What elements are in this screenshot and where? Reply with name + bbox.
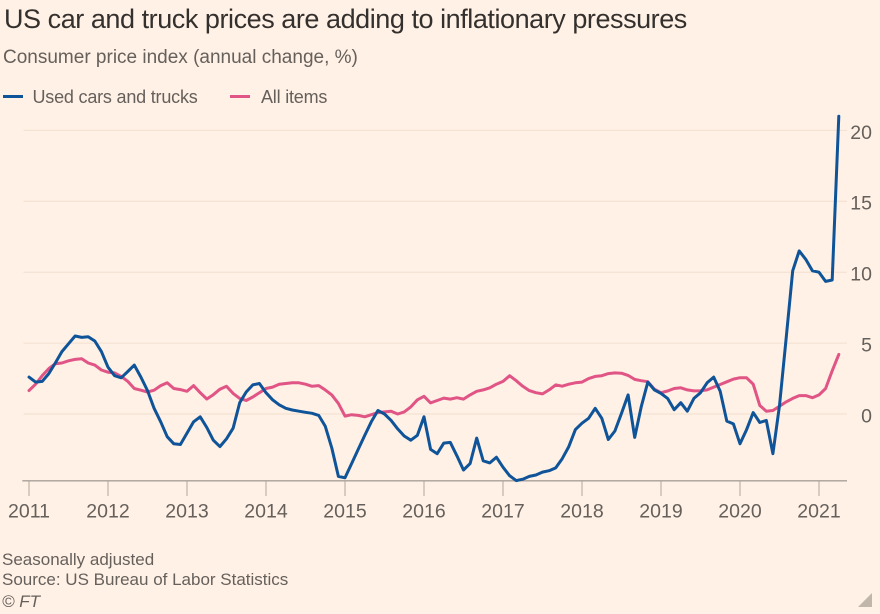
svg-text:2011: 2011 [8,501,50,523]
svg-text:15: 15 [850,193,872,215]
svg-text:2013: 2013 [165,501,208,523]
svg-text:2020: 2020 [718,501,762,523]
svg-text:2016: 2016 [402,501,445,523]
svg-text:2014: 2014 [244,501,288,523]
svg-text:2019: 2019 [639,501,682,523]
svg-text:10: 10 [850,264,872,286]
svg-text:5: 5 [861,335,872,357]
svg-text:2012: 2012 [86,501,129,523]
svg-text:20: 20 [850,122,872,144]
svg-text:2015: 2015 [323,501,367,523]
svg-text:2021: 2021 [797,501,840,523]
svg-text:2018: 2018 [560,501,603,523]
svg-text:0: 0 [861,405,872,427]
svg-text:2017: 2017 [481,501,524,523]
